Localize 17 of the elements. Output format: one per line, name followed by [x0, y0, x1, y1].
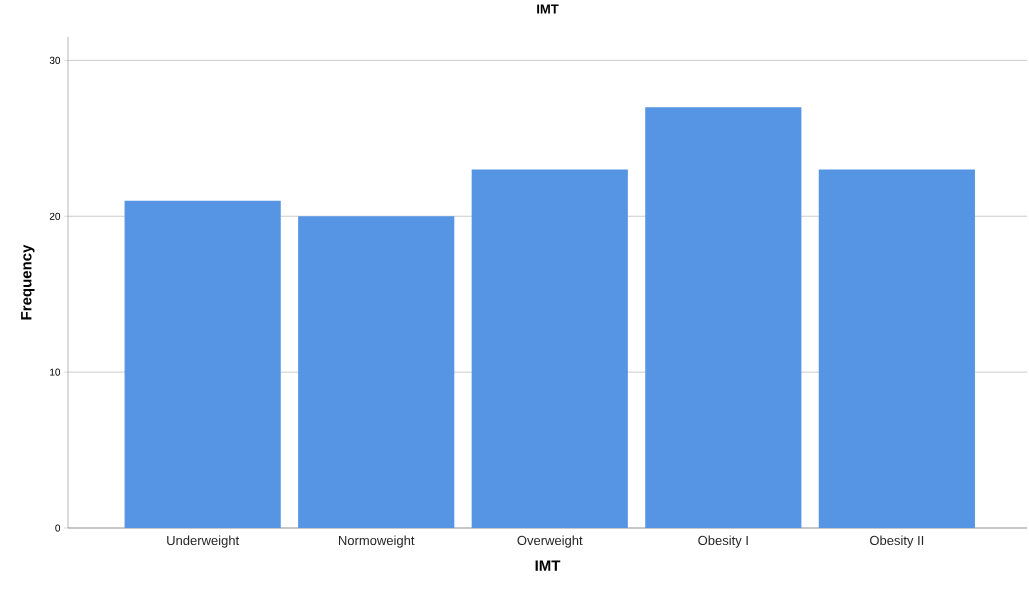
- bar: [818, 169, 975, 528]
- y-axis-title: Frequency: [21, 244, 35, 320]
- y-tick-label: 30: [49, 56, 61, 64]
- x-tick-label: Normoweight: [338, 535, 415, 548]
- x-tick-label: Obesity II: [870, 535, 924, 548]
- bar: [124, 200, 281, 528]
- x-tick-label: Obesity I: [698, 535, 748, 548]
- y-tick-label: 0: [55, 524, 61, 532]
- bar: [645, 107, 802, 528]
- x-tick-label: Overweight: [517, 535, 583, 548]
- y-tick-label: 20: [49, 212, 61, 220]
- bar: [471, 169, 628, 528]
- chart-title: IMT: [537, 4, 559, 14]
- y-tick-label: 10: [50, 368, 61, 376]
- x-tick-label: Underweight: [167, 535, 240, 548]
- x-axis-title: IMT: [535, 560, 561, 571]
- bar: [298, 216, 455, 528]
